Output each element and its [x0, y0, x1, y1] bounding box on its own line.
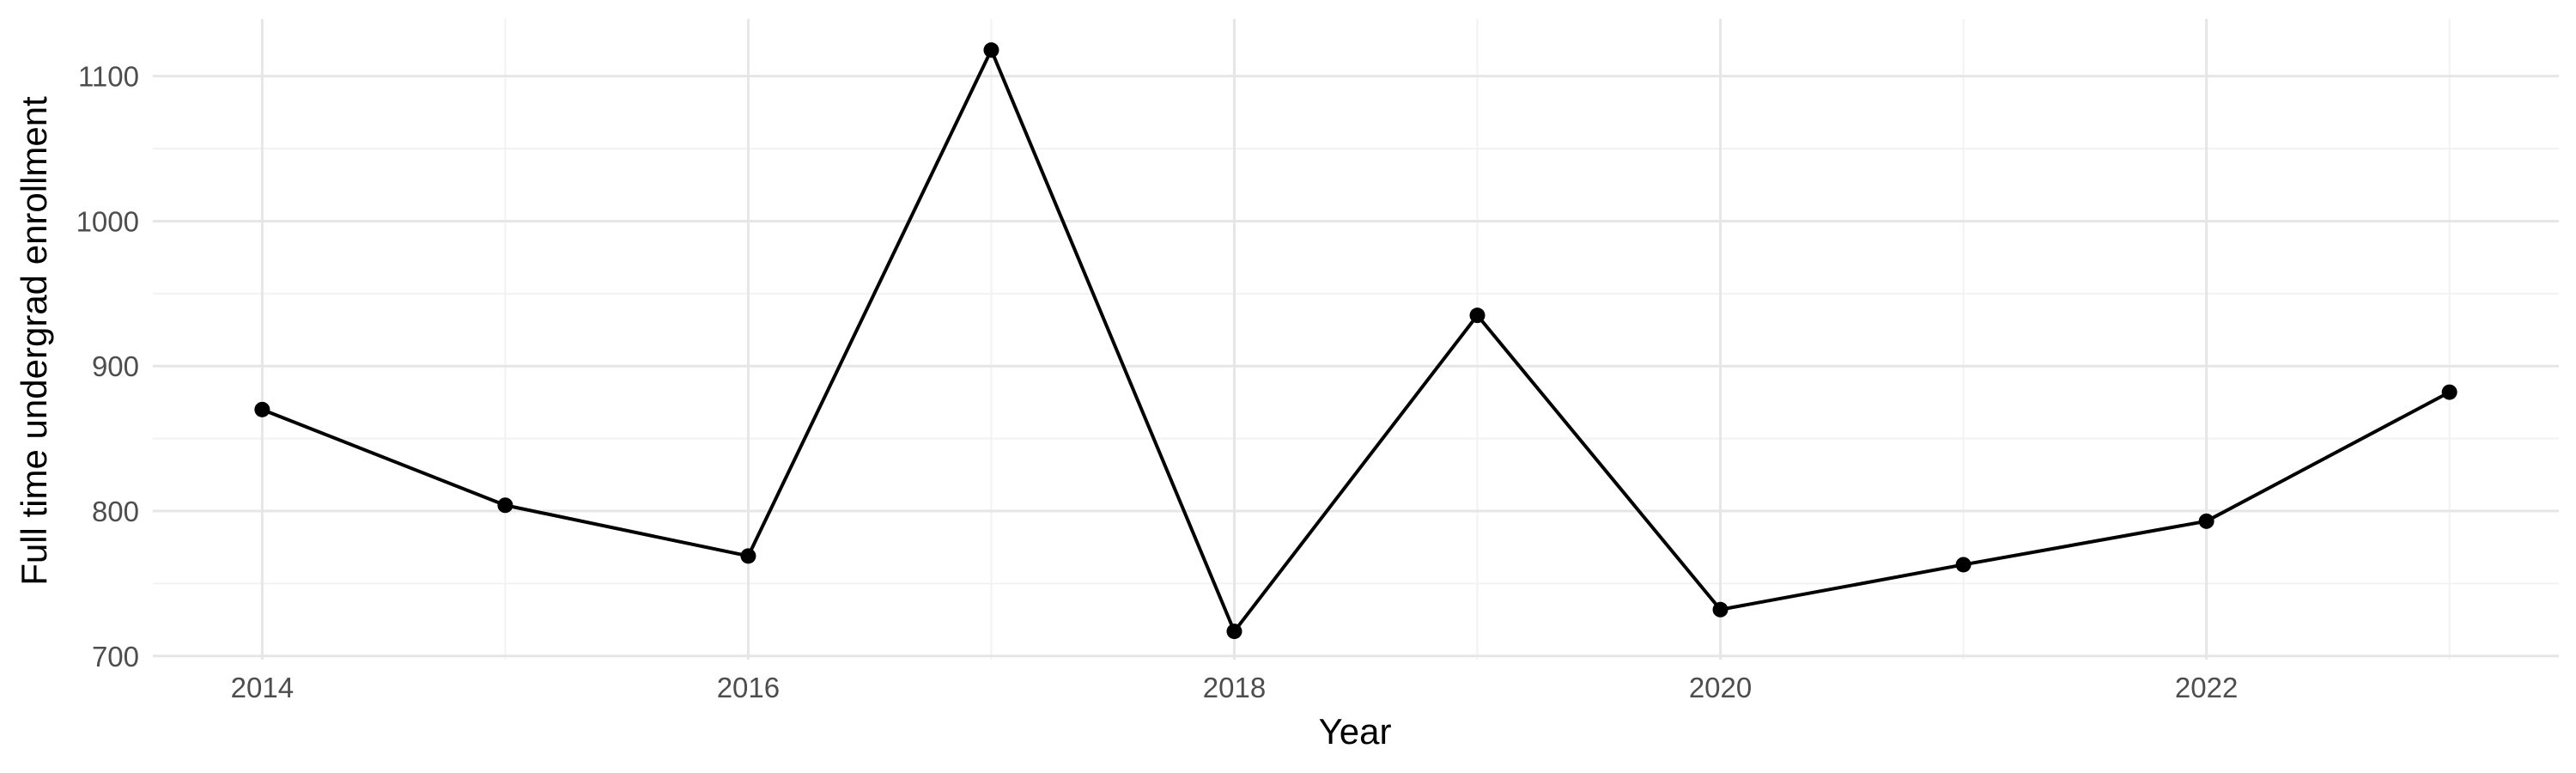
grid [153, 19, 2559, 660]
data-point [497, 497, 513, 514]
x-axis-title: Year [1319, 711, 1392, 752]
data-point [2198, 513, 2215, 529]
y-tick-label: 1100 [78, 61, 139, 93]
x-tick-label: 2018 [1203, 672, 1266, 703]
data-point [1469, 307, 1485, 324]
x-tick-label: 2014 [231, 672, 294, 703]
y-axis-tick-labels: 700 800 900 1000 1100 [76, 61, 139, 673]
x-tick-label: 2020 [1689, 672, 1752, 703]
data-point [1226, 624, 1242, 640]
y-tick-label: 700 [92, 641, 139, 673]
y-tick-label: 1000 [76, 205, 139, 237]
series-line [261, 48, 2451, 634]
data-point [254, 401, 270, 417]
y-axis-title: Full time undergrad enrollment [14, 96, 54, 586]
data-point [1955, 557, 1971, 573]
data-point [1712, 601, 1728, 618]
x-tick-label: 2022 [2175, 672, 2238, 703]
series-layer [254, 42, 2458, 640]
data-point [983, 42, 999, 58]
x-tick-label: 2016 [717, 672, 780, 703]
data-point [740, 548, 756, 564]
y-tick-label: 900 [92, 350, 139, 382]
y-tick-label: 800 [92, 496, 139, 527]
data-point [2441, 384, 2458, 400]
x-axis-tick-labels: 2014 2016 2018 2020 2022 [231, 672, 2239, 703]
